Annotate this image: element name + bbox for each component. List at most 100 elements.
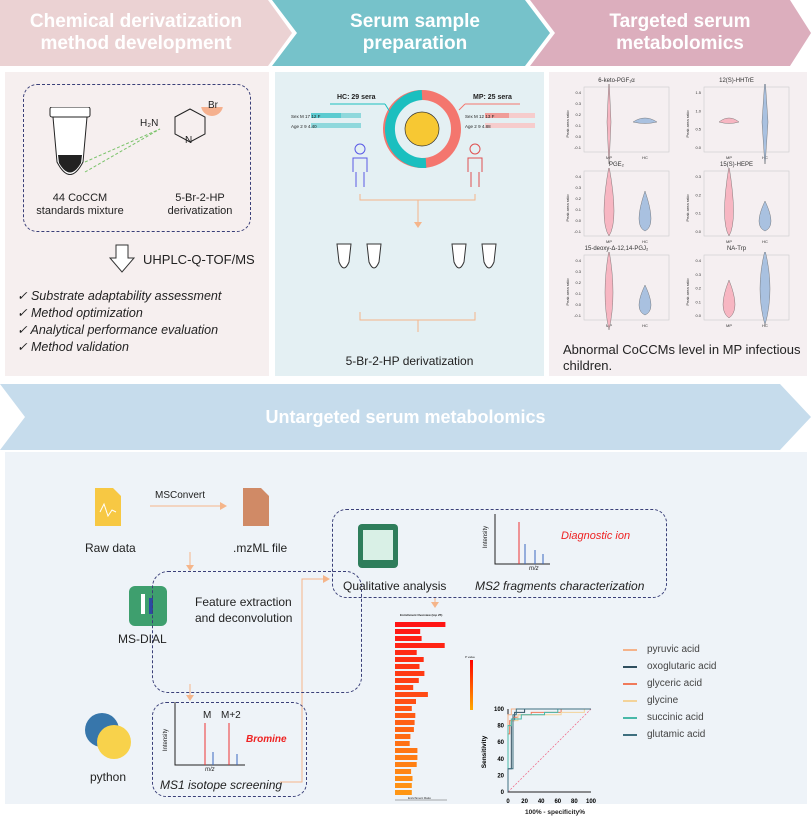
ms1-label: MS1 isotope screening — [160, 778, 283, 792]
y-tick: 0.5 — [695, 127, 701, 132]
enrichment-bar — [395, 713, 416, 718]
violin-plot: 15-deoxy-Δ-12,14-PGJ₂ 0.4 0.3 0.2 0.1 0.0 -0.1… — [559, 246, 674, 336]
enrichment-bar — [395, 755, 418, 760]
y-axis-label: Peak area ratio — [685, 278, 690, 306]
violin-plot: 12(S)-HHTrE 1.5 1.0 0.5 0.0 Peak area ratio MP… — [679, 76, 794, 168]
violin-hc — [632, 117, 658, 124]
bromine-label: Bromine — [246, 734, 287, 745]
violin-mp — [718, 117, 740, 124]
x-tick: 100 — [586, 799, 597, 805]
x-tick: 60 — [554, 799, 561, 805]
x-tick: MP — [606, 239, 612, 244]
violin-plot: 6-keto-PGF₁α 0.4 0.3 0.2 0.1 0.0 -0.1 Peak area… — [559, 76, 674, 168]
violin-mp — [604, 249, 614, 331]
legend-swatch — [623, 648, 637, 651]
step-untargeted: Untargeted serum metabolomics — [265, 407, 546, 427]
legend-swatch — [623, 682, 637, 685]
legend-label: glutamic acid — [647, 729, 706, 740]
step-chemical-derivatization: Chemical derivatization method developme… — [29, 11, 243, 54]
enrichment-bar — [395, 636, 422, 641]
n-label: N — [185, 135, 193, 146]
legend-item: pyruvic acid — [623, 641, 716, 658]
m2-label: M+2 — [221, 710, 241, 721]
untargeted-banner — [0, 384, 811, 450]
legend-item: glyceric acid — [623, 675, 716, 692]
enrichment-title: Enrichment Overview (top 25) — [400, 613, 443, 617]
violin-mp — [603, 165, 615, 237]
raw-data-label: Raw data — [85, 541, 136, 555]
header-chevrons — [0, 0, 811, 66]
enrichment-bar — [395, 629, 421, 634]
derivatization-label: 5-Br-2-HP derivatization — [345, 354, 474, 368]
workflow-graphics — [85, 488, 550, 783]
y-tick: 80 — [497, 724, 504, 730]
br-label: Br — [208, 100, 218, 111]
ms2-box — [332, 509, 667, 598]
y-tick: 0.4 — [575, 90, 581, 95]
legend-swatch — [623, 733, 637, 736]
ms2-label: MS2 fragments characterization — [475, 579, 645, 593]
derivatization-box — [23, 84, 251, 232]
feature-extraction-label: Feature extraction and deconvolution — [195, 595, 293, 625]
legend-label: glyceric acid — [647, 678, 703, 689]
y-tick: 20 — [497, 773, 504, 779]
enrichment-bar — [395, 678, 419, 683]
roc-diagonal — [507, 708, 592, 793]
reagent-label: 5-Br-2-HP derivatization — [167, 192, 233, 217]
msdial-label: MS-DIAL — [118, 632, 167, 646]
enrichment-bar — [395, 664, 420, 669]
y-tick: 0.2 — [695, 286, 701, 291]
enrichment-bar — [395, 783, 412, 788]
enrichment-bar — [395, 650, 417, 655]
y-tick: -0.1 — [574, 145, 582, 150]
y-tick: 1.0 — [695, 108, 701, 113]
legend-label: glycine — [647, 695, 679, 706]
violin-plot: PGE₂ 0.4 0.3 0.2 0.1 0.0 -0.1 Peak area ratio MP… — [559, 162, 674, 252]
legend-swatch — [623, 665, 637, 668]
enrichment-chart — [395, 622, 473, 801]
y-tick: 0.3 — [575, 185, 581, 190]
violin-title: PGE₂ — [609, 162, 624, 168]
ms2-intensity-label: Intensity — [483, 525, 490, 549]
tube-reagent-illustration — [49, 107, 223, 175]
ms1-mz-label: m/z — [205, 767, 215, 773]
violin-hc — [759, 249, 771, 326]
enrichment-bar — [395, 734, 411, 739]
enrichment-bar — [395, 748, 418, 753]
mp-label: MP: 25 sera — [473, 94, 512, 101]
y-tick: 0.0 — [575, 302, 581, 307]
enrichment-bar — [395, 685, 414, 690]
y-tick: 0.2 — [575, 112, 581, 117]
y-tick: 0.2 — [575, 280, 581, 285]
legend-label: succinic acid — [647, 712, 704, 723]
y-tick: 0.0 — [695, 313, 701, 318]
roc-chart: 0 20 40 60 80 100 0 20 40 60 80 100 Sensitivity — [481, 707, 597, 805]
y-tick: 0.1 — [575, 207, 581, 212]
cohort-donut — [311, 90, 535, 332]
violin-title: 15(S)-HEPE — [719, 162, 753, 168]
x-tick: HC — [642, 155, 648, 160]
violin-mp — [722, 279, 736, 319]
enrichment-bar — [395, 643, 445, 648]
x-tick: 40 — [538, 799, 545, 805]
ms1-intensity-label: Intensity — [163, 728, 170, 752]
hc-demographics: Sex M 17 12 F Age 2 9 4.40 — [291, 114, 321, 129]
ms1-box — [152, 702, 307, 797]
x-tick: 0 — [506, 799, 510, 805]
enrichment-bar — [395, 727, 414, 732]
pvalue-label: P value — [465, 655, 475, 659]
enrichment-bar — [395, 671, 425, 676]
roc-ylabel: Sensitivity — [481, 735, 488, 768]
y-tick: 40 — [497, 757, 504, 763]
y-tick: 0.0 — [575, 134, 581, 139]
h2n-label: H₂N — [140, 118, 159, 129]
mp-demographics: Sex M 12 13 F Age 2 9 4.88 — [465, 114, 495, 129]
y-tick: 100 — [494, 707, 505, 713]
panel-untargeted: Raw data MSConvert .mzML file Feature ex… — [5, 452, 807, 816]
violin-hc — [758, 200, 772, 232]
tube-label: 44 CoCCM standards mixture — [36, 192, 124, 217]
